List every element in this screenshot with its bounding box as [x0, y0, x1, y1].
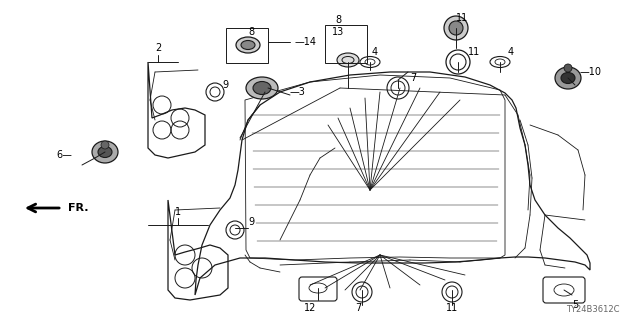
Ellipse shape	[92, 141, 118, 163]
Ellipse shape	[444, 16, 468, 40]
Circle shape	[564, 64, 572, 72]
Ellipse shape	[337, 53, 359, 67]
Text: FR.: FR.	[68, 203, 88, 213]
Text: 13: 13	[332, 27, 344, 37]
Text: 5: 5	[572, 300, 579, 310]
Text: 7: 7	[355, 303, 361, 313]
Ellipse shape	[561, 73, 575, 84]
Text: 6—: 6—	[56, 150, 72, 160]
Text: 9: 9	[248, 217, 254, 227]
Text: 12: 12	[304, 303, 316, 313]
Ellipse shape	[236, 37, 260, 53]
Text: 11: 11	[456, 13, 468, 23]
Text: 9: 9	[222, 80, 228, 90]
Ellipse shape	[246, 77, 278, 99]
Text: 8: 8	[335, 15, 341, 25]
Text: 4: 4	[372, 47, 378, 57]
Text: 7: 7	[410, 73, 416, 83]
Text: 11: 11	[446, 303, 458, 313]
Ellipse shape	[98, 147, 112, 157]
Text: 4: 4	[508, 47, 514, 57]
Ellipse shape	[449, 21, 463, 35]
Ellipse shape	[241, 41, 255, 50]
Ellipse shape	[253, 82, 271, 94]
Text: —14: —14	[295, 37, 317, 47]
Text: —3: —3	[290, 87, 306, 97]
Text: 2: 2	[155, 43, 161, 53]
Text: 11: 11	[468, 47, 480, 57]
Text: 1: 1	[175, 207, 181, 217]
Text: TY24B3612C: TY24B3612C	[566, 306, 620, 315]
Ellipse shape	[555, 67, 581, 89]
Circle shape	[101, 141, 109, 149]
Bar	[325, 25, 367, 63]
Bar	[226, 28, 268, 63]
Text: 8: 8	[248, 27, 254, 37]
Text: —10: —10	[580, 67, 602, 77]
